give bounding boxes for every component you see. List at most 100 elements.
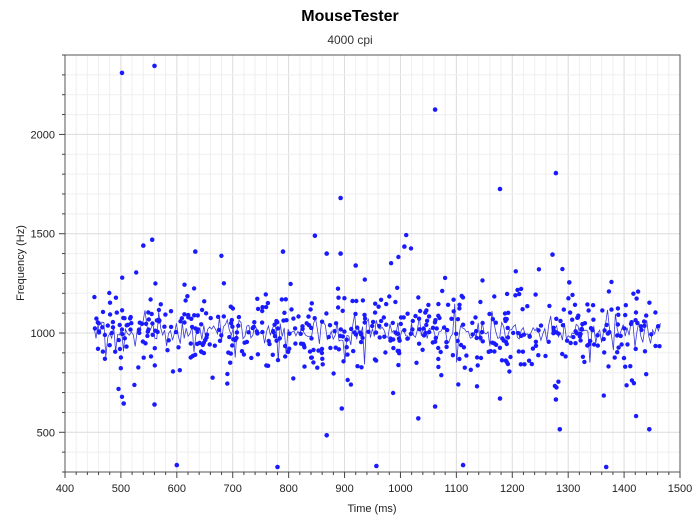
data-point	[580, 321, 585, 327]
data-point	[642, 349, 648, 354]
data-point	[536, 267, 542, 272]
data-point	[404, 232, 409, 238]
x-tick-label: 1200	[500, 483, 524, 495]
data-point	[628, 364, 633, 369]
data-point	[529, 361, 534, 367]
data-point	[390, 390, 396, 396]
data-point	[291, 376, 296, 381]
data-point	[291, 316, 296, 321]
data-point	[309, 355, 314, 360]
data-point	[554, 316, 559, 321]
data-point	[118, 355, 124, 360]
data-point	[553, 330, 559, 335]
data-point	[296, 314, 301, 319]
data-point	[518, 362, 523, 367]
data-point	[301, 341, 306, 347]
data-point-outlier	[432, 107, 438, 112]
data-point	[107, 312, 113, 317]
data-point	[326, 334, 331, 340]
data-point	[156, 319, 162, 324]
data-point	[94, 316, 99, 321]
data-point	[275, 320, 280, 325]
data-point	[177, 368, 182, 373]
data-point	[96, 330, 102, 335]
data-point	[128, 327, 133, 332]
data-point	[202, 299, 207, 304]
data-point	[449, 316, 454, 321]
data-point	[560, 323, 566, 328]
data-point-outlier	[353, 263, 359, 268]
data-point	[288, 281, 293, 287]
data-point	[434, 326, 439, 331]
data-point	[601, 393, 606, 398]
data-point	[416, 295, 421, 300]
data-point	[227, 334, 232, 340]
data-point-outlier	[374, 463, 379, 469]
data-point	[649, 332, 654, 337]
data-point	[445, 302, 451, 307]
series-line	[93, 303, 661, 365]
data-point	[283, 297, 288, 302]
data-point	[372, 310, 378, 315]
data-point	[287, 346, 292, 351]
data-point	[324, 311, 329, 316]
data-point	[602, 350, 607, 355]
data-point	[156, 307, 162, 313]
data-point	[629, 320, 634, 325]
data-point	[533, 292, 538, 297]
data-point	[656, 324, 661, 329]
data-point	[585, 343, 590, 348]
data-point	[249, 355, 254, 361]
data-point	[505, 335, 511, 340]
data-point	[591, 317, 596, 322]
data-point	[260, 308, 265, 314]
x-axis-label: Time (ms)	[347, 503, 396, 515]
data-point	[631, 381, 637, 386]
data-point	[623, 303, 628, 308]
data-point	[163, 312, 168, 317]
data-point	[300, 326, 305, 332]
data-point	[370, 319, 376, 325]
data-point-outlier	[324, 433, 330, 438]
data-point	[95, 320, 101, 325]
data-point-outlier	[460, 462, 466, 468]
data-point	[189, 324, 195, 330]
data-point	[255, 306, 261, 312]
data-point	[586, 308, 591, 313]
data-point	[355, 325, 360, 330]
data-point	[277, 336, 282, 341]
data-point	[520, 307, 525, 312]
data-point	[639, 327, 644, 333]
data-point	[230, 343, 235, 348]
data-point	[342, 296, 347, 301]
data-point	[433, 335, 438, 341]
data-point	[490, 340, 495, 345]
data-point	[493, 342, 499, 347]
data-point	[492, 349, 497, 354]
data-point	[504, 341, 509, 347]
data-point	[507, 369, 512, 374]
x-axis: 400 500 600 700 800 900 1000 1100 1200 1300 1400 15…	[56, 472, 692, 495]
data-point	[378, 318, 384, 324]
data-point-outlier	[152, 63, 157, 69]
data-point	[653, 310, 658, 315]
data-point	[604, 322, 609, 328]
data-point-outlier	[497, 396, 503, 401]
data-point	[246, 330, 251, 335]
data-point	[344, 337, 349, 342]
data-point	[132, 382, 137, 388]
data-point	[353, 332, 359, 337]
data-point	[410, 327, 415, 332]
data-point	[566, 296, 571, 301]
data-point	[527, 333, 532, 339]
data-point	[344, 345, 349, 350]
data-point	[366, 329, 371, 334]
data-point	[100, 349, 106, 354]
data-point	[116, 337, 121, 343]
data-point	[502, 311, 508, 316]
data-point	[105, 323, 111, 328]
data-point	[383, 350, 388, 355]
data-point	[492, 294, 497, 299]
data-point-outlier	[338, 251, 343, 256]
data-point	[423, 310, 428, 315]
